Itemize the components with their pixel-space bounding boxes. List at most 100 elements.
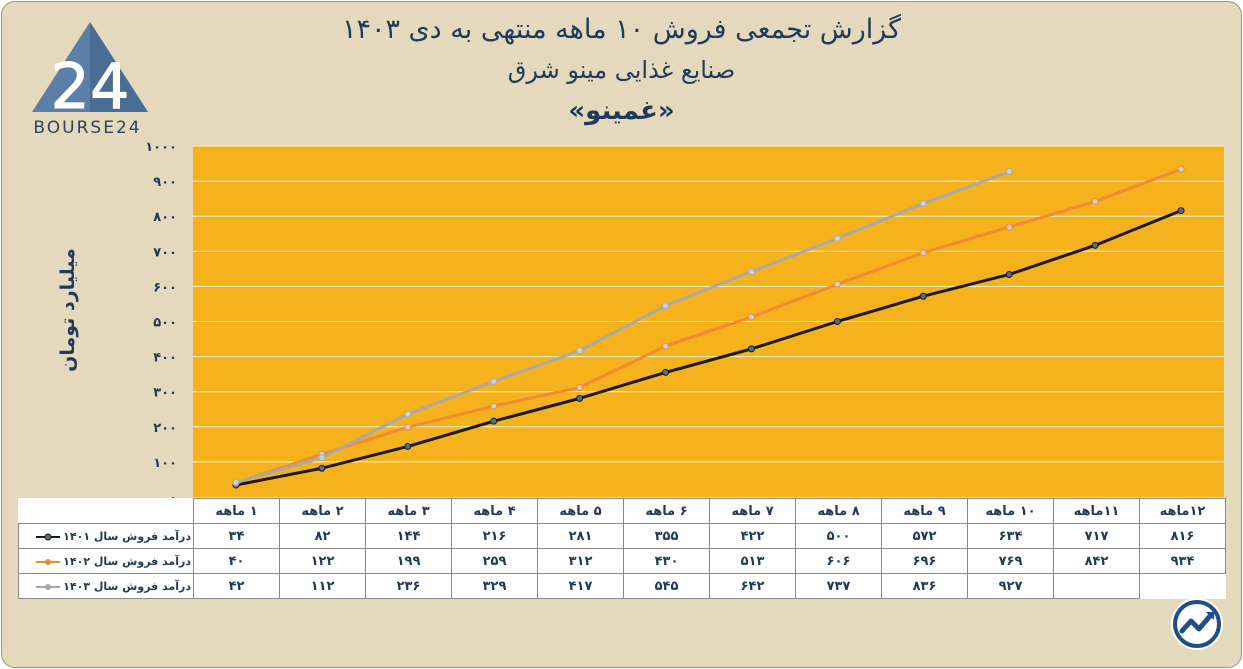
- data-label: ۱۱۲: [279, 573, 366, 599]
- x-tick-label: ۶ ماهه: [623, 498, 710, 524]
- data-label: ۳۴: [193, 523, 280, 549]
- y-tick-label: ۴۰۰: [153, 351, 177, 366]
- data-point: [404, 442, 412, 450]
- data-label: ۶۳۴: [967, 523, 1054, 549]
- data-point: [1177, 165, 1185, 173]
- x-tick-label: ۸ ماهه: [795, 498, 882, 524]
- series-line-0: [235, 209, 1182, 487]
- data-point: [747, 345, 755, 353]
- data-label: ۸۲: [279, 523, 366, 549]
- data-label: ۴۱۷: [537, 573, 624, 599]
- y-tick-label: ۵۰۰: [153, 316, 177, 331]
- data-point: [662, 342, 670, 350]
- data-point: [833, 280, 841, 288]
- x-tick-label: ۱۰ ماهه: [967, 498, 1054, 524]
- data-point: [1091, 241, 1099, 249]
- y-tick-label: ۹۰۰: [153, 175, 177, 190]
- data-label: ۱۴۴: [365, 523, 452, 549]
- data-point: [576, 347, 584, 355]
- data-point: [747, 313, 755, 321]
- y-tick-label: ۸۰۰: [153, 210, 177, 225]
- data-label: ۸۱۶: [1139, 523, 1226, 549]
- data-point: [1005, 168, 1013, 176]
- x-tick-label: ۲ ماهه: [279, 498, 366, 524]
- table-corner: [19, 499, 194, 524]
- data-label: ۱۹۹: [365, 548, 452, 574]
- data-point: [490, 378, 498, 386]
- data-label: ۴۲: [193, 573, 280, 599]
- data-label: ۲۳۶: [365, 573, 452, 599]
- data-label: ۸۳۶: [881, 573, 968, 599]
- data-label: ۵۱۳: [709, 548, 796, 574]
- data-label: ۳۲۹: [451, 573, 538, 599]
- trend-arrow-icon: [1171, 598, 1223, 650]
- data-label: [1140, 574, 1226, 599]
- data-label: ۵۷۲: [881, 523, 968, 549]
- data-label: ۷۶۹: [967, 548, 1054, 574]
- data-label: ۳۱۲: [537, 548, 624, 574]
- data-point: [404, 423, 412, 431]
- data-label: ۵۴۵: [623, 573, 710, 599]
- data-point: [919, 249, 927, 257]
- table-legend-2023: درآمد فروش سال ۱۴۰۲: [18, 548, 194, 574]
- logo-text: BOURSE24: [33, 118, 142, 138]
- y-tick-label: ۶۰۰: [153, 280, 177, 295]
- data-label: ۱۲۲: [279, 548, 366, 574]
- data-point: [833, 234, 841, 242]
- y-tick-label: ۲۰۰: [153, 421, 177, 436]
- x-tick-label: ۵ ماهه: [537, 498, 624, 524]
- table-legend-2024: درآمد فروش سال ۱۴۰۳: [18, 573, 194, 599]
- x-tick-label: ۱۲ماهه: [1139, 498, 1226, 524]
- data-label: ۷۱۷: [1053, 523, 1140, 549]
- chart-subtitle: صنایع غذایی مینو شرق: [507, 56, 736, 84]
- data-point: [919, 292, 927, 300]
- x-tick-label: ۷ ماهه: [709, 498, 796, 524]
- data-label: ۲۸۱: [537, 523, 624, 549]
- data-table: ۱ ماهه ۲ ماهه ۳ ماهه ۴ ماهه ۵ ماهه ۶ ماهه ۷ ما…: [18, 498, 1226, 599]
- data-point: [747, 268, 755, 276]
- data-label: ۲۱۶: [451, 523, 538, 549]
- chart-title: گزارش تجمعی فروش ۱۰ ماهه منتهی به دی ۱۴۰…: [341, 14, 902, 45]
- data-point: [232, 478, 240, 486]
- x-tick-label: ۱ ماهه: [193, 498, 280, 524]
- bourse24-logo: 24: [32, 22, 148, 124]
- x-tick-label: ۴ ماهه: [451, 498, 538, 524]
- data-label: ۴۳۰: [623, 548, 710, 574]
- data-point: [833, 318, 841, 325]
- data-point: [318, 454, 326, 462]
- series-line-1: [235, 167, 1182, 485]
- legend-line-icon-2023: [35, 557, 61, 567]
- data-point: [490, 402, 498, 410]
- data-point: [662, 368, 670, 376]
- table-legend-2022: درآمد فروش سال ۱۴۰۱: [18, 523, 194, 549]
- data-label: ۳۵۵: [623, 523, 710, 549]
- data-point: [576, 394, 584, 402]
- data-point: [576, 383, 584, 391]
- legend-line-icon-2024: [35, 582, 61, 592]
- y-tick-label: ۱۰۰: [153, 456, 177, 471]
- data-label: ۹۲۷: [967, 573, 1054, 599]
- data-label: ۴۰: [193, 548, 280, 574]
- data-point: [1005, 223, 1013, 231]
- data-point: [490, 417, 498, 425]
- svg-text:24: 24: [51, 50, 130, 123]
- data-label: ۶۰۶: [795, 548, 882, 574]
- data-label: ۴۲۲: [709, 523, 796, 549]
- data-point: [1177, 207, 1185, 215]
- data-point: [919, 200, 927, 208]
- y-tick-label: ۷۰۰: [153, 245, 177, 260]
- x-tick-label: ۳ ماهه: [365, 498, 452, 524]
- data-label: [1053, 573, 1140, 599]
- data-label: ۸۴۲: [1053, 548, 1140, 574]
- y-tick-label: ۳۰۰: [153, 386, 177, 401]
- data-label: ۵۰۰: [795, 523, 882, 549]
- legend-line-icon-2022: [35, 532, 61, 542]
- data-point: [1005, 270, 1013, 278]
- x-tick-label: ۱۱ماهه: [1053, 498, 1140, 524]
- data-point: [1091, 197, 1099, 205]
- x-tick-label: ۹ ماهه: [881, 498, 968, 524]
- y-tick-label: ۱۰۰۰: [145, 140, 177, 155]
- data-label: ۶۹۶: [881, 548, 968, 574]
- data-label: ۲۵۹: [451, 548, 538, 574]
